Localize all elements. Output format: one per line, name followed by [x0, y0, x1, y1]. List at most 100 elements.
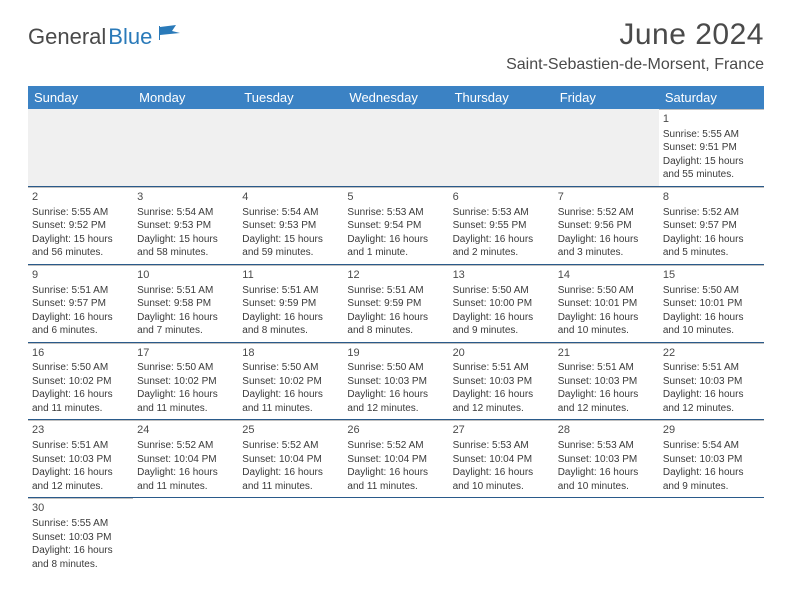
daylight-line-2: and 11 minutes.	[242, 480, 339, 494]
daylight-line-2: and 11 minutes.	[137, 402, 234, 416]
daylight-line-1: Daylight: 16 hours	[32, 544, 129, 558]
daylight-line-2: and 8 minutes.	[347, 324, 444, 338]
sunrise-line: Sunrise: 5:51 AM	[558, 361, 655, 375]
daylight-line-1: Daylight: 16 hours	[32, 311, 129, 325]
day-cell	[449, 109, 554, 186]
daylight-line-2: and 10 minutes.	[663, 324, 760, 338]
sunset-line: Sunset: 9:55 PM	[453, 219, 550, 233]
daylight-line-2: and 11 minutes.	[32, 402, 129, 416]
sunrise-line: Sunrise: 5:53 AM	[453, 439, 550, 453]
flag-icon	[158, 24, 184, 47]
sunset-line: Sunset: 10:03 PM	[32, 453, 129, 467]
daylight-line-2: and 12 minutes.	[558, 402, 655, 416]
sunrise-line: Sunrise: 5:50 AM	[453, 284, 550, 298]
daylight-line-1: Daylight: 16 hours	[663, 233, 760, 247]
daylight-line-1: Daylight: 16 hours	[137, 466, 234, 480]
daylight-line-2: and 12 minutes.	[347, 402, 444, 416]
day-cell	[554, 498, 659, 575]
daylight-line-1: Daylight: 16 hours	[453, 311, 550, 325]
location: Saint-Sebastien-de-Morsent, France	[506, 56, 764, 74]
day-number: 20	[453, 346, 550, 361]
sunrise-line: Sunrise: 5:52 AM	[558, 206, 655, 220]
sunrise-line: Sunrise: 5:55 AM	[32, 517, 129, 531]
day-number: 8	[663, 190, 760, 205]
daylight-line-2: and 12 minutes.	[663, 402, 760, 416]
sunrise-line: Sunrise: 5:50 AM	[347, 361, 444, 375]
day-number: 14	[558, 268, 655, 283]
sunrise-line: Sunrise: 5:54 AM	[137, 206, 234, 220]
logo-text-dark: General	[28, 24, 106, 50]
day-number: 13	[453, 268, 550, 283]
daylight-line-2: and 8 minutes.	[242, 324, 339, 338]
sunset-line: Sunset: 9:57 PM	[32, 297, 129, 311]
day-cell: 15Sunrise: 5:50 AMSunset: 10:01 PMDaylig…	[659, 265, 764, 342]
sunset-line: Sunset: 10:03 PM	[558, 453, 655, 467]
day-cell: 7Sunrise: 5:52 AMSunset: 9:56 PMDaylight…	[554, 187, 659, 264]
sunset-line: Sunset: 10:01 PM	[558, 297, 655, 311]
sunrise-line: Sunrise: 5:50 AM	[558, 284, 655, 298]
daylight-line-1: Daylight: 16 hours	[242, 311, 339, 325]
daylight-line-2: and 12 minutes.	[453, 402, 550, 416]
sunset-line: Sunset: 9:56 PM	[558, 219, 655, 233]
sunset-line: Sunset: 9:59 PM	[347, 297, 444, 311]
sunset-line: Sunset: 9:59 PM	[242, 297, 339, 311]
day-cell	[343, 498, 448, 575]
daylight-line-1: Daylight: 15 hours	[663, 155, 760, 169]
day-number: 24	[137, 423, 234, 438]
day-cell	[659, 498, 764, 575]
sunrise-line: Sunrise: 5:50 AM	[137, 361, 234, 375]
sunset-line: Sunset: 10:04 PM	[347, 453, 444, 467]
day-number: 9	[32, 268, 129, 283]
day-number: 26	[347, 423, 444, 438]
sunrise-line: Sunrise: 5:50 AM	[663, 284, 760, 298]
week-row: 16Sunrise: 5:50 AMSunset: 10:02 PMDaylig…	[28, 343, 764, 421]
sunset-line: Sunset: 10:03 PM	[663, 453, 760, 467]
day-number: 25	[242, 423, 339, 438]
day-cell: 13Sunrise: 5:50 AMSunset: 10:00 PMDaylig…	[449, 265, 554, 342]
header-right: June 2024 Saint-Sebastien-de-Morsent, Fr…	[506, 18, 764, 74]
daylight-line-1: Daylight: 16 hours	[137, 388, 234, 402]
daylight-line-2: and 5 minutes.	[663, 246, 760, 260]
daylight-line-1: Daylight: 16 hours	[663, 311, 760, 325]
day-cell: 6Sunrise: 5:53 AMSunset: 9:55 PMDaylight…	[449, 187, 554, 264]
daylight-line-2: and 12 minutes.	[32, 480, 129, 494]
week-row: 30Sunrise: 5:55 AMSunset: 10:03 PMDaylig…	[28, 498, 764, 575]
sunset-line: Sunset: 10:01 PM	[663, 297, 760, 311]
sunset-line: Sunset: 9:54 PM	[347, 219, 444, 233]
daylight-line-2: and 8 minutes.	[32, 558, 129, 572]
daylight-line-1: Daylight: 16 hours	[558, 466, 655, 480]
daylight-line-2: and 58 minutes.	[137, 246, 234, 260]
sunset-line: Sunset: 10:02 PM	[32, 375, 129, 389]
sunrise-line: Sunrise: 5:54 AM	[663, 439, 760, 453]
daylight-line-1: Daylight: 16 hours	[32, 388, 129, 402]
daylight-line-2: and 11 minutes.	[137, 480, 234, 494]
sunrise-line: Sunrise: 5:52 AM	[242, 439, 339, 453]
day-number: 15	[663, 268, 760, 283]
daylight-line-1: Daylight: 16 hours	[558, 233, 655, 247]
weeks-container: 1Sunrise: 5:55 AMSunset: 9:51 PMDaylight…	[28, 109, 764, 575]
sunrise-line: Sunrise: 5:51 AM	[32, 439, 129, 453]
day-number: 23	[32, 423, 129, 438]
sunrise-line: Sunrise: 5:51 AM	[453, 361, 550, 375]
sunset-line: Sunset: 10:03 PM	[453, 375, 550, 389]
sunrise-line: Sunrise: 5:51 AM	[32, 284, 129, 298]
sunrise-line: Sunrise: 5:51 AM	[137, 284, 234, 298]
day-header-cell: Wednesday	[343, 86, 448, 109]
daylight-line-1: Daylight: 16 hours	[137, 311, 234, 325]
day-number: 18	[242, 346, 339, 361]
day-number: 2	[32, 190, 129, 205]
day-cell: 9Sunrise: 5:51 AMSunset: 9:57 PMDaylight…	[28, 265, 133, 342]
day-number: 17	[137, 346, 234, 361]
daylight-line-1: Daylight: 16 hours	[242, 388, 339, 402]
week-row: 9Sunrise: 5:51 AMSunset: 9:57 PMDaylight…	[28, 265, 764, 343]
sunset-line: Sunset: 9:51 PM	[663, 141, 760, 155]
sunset-line: Sunset: 10:00 PM	[453, 297, 550, 311]
day-number: 4	[242, 190, 339, 205]
daylight-line-2: and 10 minutes.	[453, 480, 550, 494]
day-cell	[343, 109, 448, 186]
day-cell: 11Sunrise: 5:51 AMSunset: 9:59 PMDayligh…	[238, 265, 343, 342]
daylight-line-1: Daylight: 16 hours	[663, 466, 760, 480]
sunrise-line: Sunrise: 5:52 AM	[137, 439, 234, 453]
day-cell: 22Sunrise: 5:51 AMSunset: 10:03 PMDaylig…	[659, 343, 764, 420]
day-cell	[28, 109, 133, 186]
